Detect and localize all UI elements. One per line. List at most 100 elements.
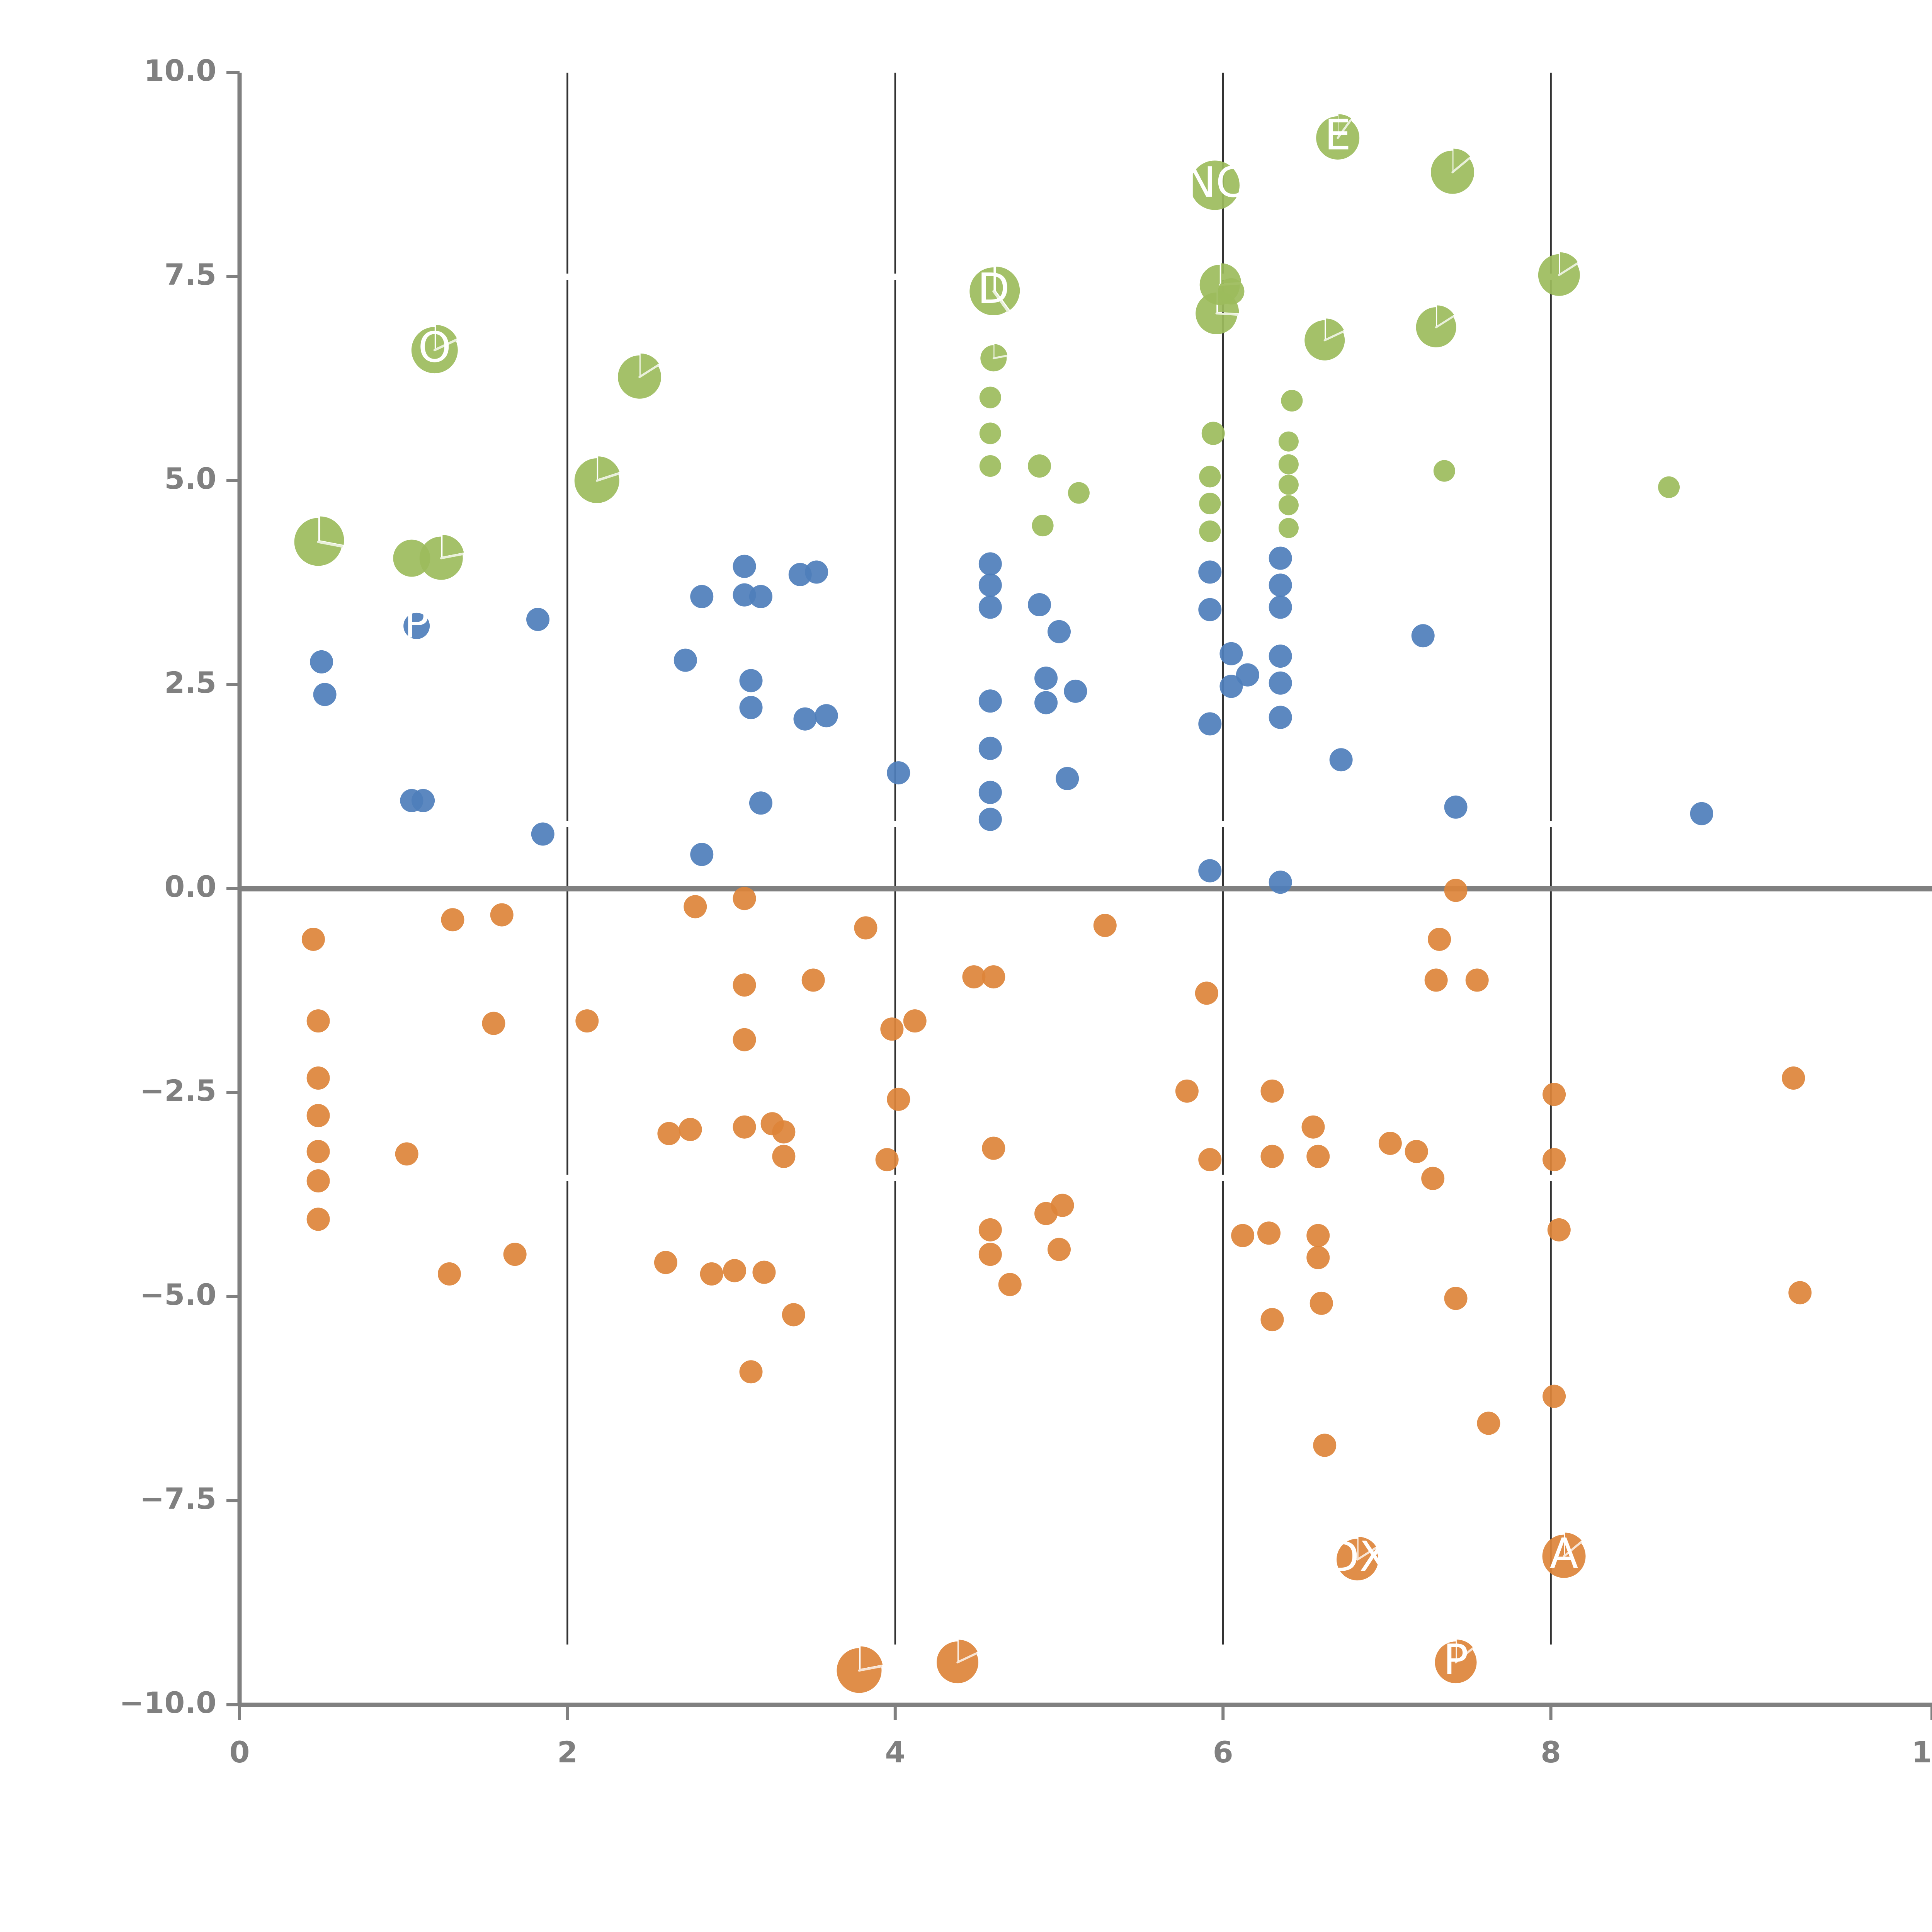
data-point-orange[interactable] (854, 916, 878, 940)
data-point-orange[interactable] (998, 1273, 1022, 1296)
data-point-blue[interactable] (690, 843, 714, 866)
data-point-green[interactable] (1278, 495, 1299, 515)
data-point-orange[interactable] (1048, 1238, 1071, 1261)
data-point-blue[interactable] (978, 781, 1002, 804)
data-point-orange[interactable] (875, 1148, 899, 1172)
data-point-orange[interactable] (1306, 1246, 1330, 1269)
data-point-green[interactable] (1199, 493, 1221, 515)
data-point-green[interactable]: E (1316, 111, 1360, 160)
data-point-orange[interactable] (1424, 968, 1448, 992)
data-point-orange[interactable] (1465, 968, 1489, 992)
data-point-orange[interactable] (772, 1120, 796, 1144)
data-point-orange[interactable] (1260, 1079, 1284, 1103)
data-point-green[interactable] (618, 353, 662, 399)
data-point-orange[interactable]: P (1435, 1636, 1477, 1684)
data-point-green[interactable] (1032, 515, 1054, 537)
data-point-green[interactable] (1658, 476, 1680, 498)
data-point-orange[interactable] (437, 1262, 461, 1286)
data-point-green[interactable]: O (411, 323, 458, 374)
data-point-orange[interactable] (684, 895, 707, 918)
data-point-green[interactable] (1538, 252, 1580, 296)
data-point-blue[interactable] (1269, 871, 1292, 894)
data-point-green[interactable]: D (969, 265, 1020, 316)
data-point-blue[interactable] (733, 554, 756, 578)
data-point-green[interactable] (1278, 454, 1299, 474)
data-point-blue[interactable] (793, 707, 817, 731)
data-point-blue[interactable] (1198, 859, 1222, 883)
data-point-orange[interactable] (301, 927, 325, 951)
data-point-green[interactable] (1199, 520, 1221, 542)
data-point-orange[interactable] (837, 1646, 883, 1693)
data-point-orange[interactable] (1543, 1384, 1566, 1408)
data-point-blue[interactable] (1048, 620, 1071, 643)
data-point-orange[interactable] (503, 1243, 527, 1266)
data-point-green[interactable] (393, 539, 430, 577)
data-point-blue[interactable] (978, 552, 1002, 576)
data-point-blue[interactable] (1329, 748, 1353, 772)
data-point-green[interactable] (1416, 305, 1456, 347)
data-point-orange[interactable] (1198, 1148, 1222, 1172)
data-point-blue[interactable] (1064, 679, 1087, 703)
data-point-orange[interactable] (679, 1118, 702, 1141)
data-point-blue[interactable] (310, 650, 333, 673)
data-point-blue[interactable] (526, 608, 550, 631)
data-point-green[interactable] (1068, 482, 1090, 504)
data-point-blue[interactable] (1236, 663, 1259, 687)
data-point-orange[interactable] (1257, 1221, 1281, 1245)
data-point-orange[interactable] (1093, 914, 1117, 937)
data-point-green[interactable] (574, 456, 620, 503)
data-point-orange[interactable] (575, 1009, 599, 1033)
data-point-green[interactable] (1278, 474, 1299, 495)
data-point-orange[interactable] (1175, 1079, 1199, 1103)
data-point-orange[interactable] (962, 965, 986, 989)
data-point-blue[interactable] (1269, 645, 1292, 668)
data-point-orange[interactable] (1378, 1131, 1402, 1155)
data-point-orange[interactable] (1260, 1308, 1284, 1332)
data-point-orange[interactable] (723, 1259, 747, 1282)
data-point-orange[interactable] (1477, 1412, 1500, 1435)
data-point-green[interactable] (1218, 278, 1245, 305)
data-point-green[interactable] (1304, 318, 1345, 361)
data-point-orange[interactable] (1788, 1281, 1812, 1304)
data-point-blue[interactable] (1690, 802, 1713, 825)
data-point-blue[interactable] (1269, 573, 1292, 597)
data-point-green[interactable] (1199, 466, 1221, 488)
data-point-orange[interactable] (772, 1145, 796, 1168)
data-point-orange[interactable] (1543, 1148, 1566, 1172)
data-point-blue[interactable] (1034, 691, 1058, 714)
data-point-blue[interactable]: P (403, 599, 430, 648)
data-point-blue[interactable] (978, 595, 1002, 619)
data-point-orange[interactable] (1543, 1083, 1566, 1106)
data-point-orange[interactable] (982, 1136, 1005, 1160)
data-point-blue[interactable] (805, 560, 828, 584)
data-point-orange[interactable] (782, 1303, 805, 1327)
data-point-orange[interactable] (657, 1122, 681, 1145)
data-point-orange[interactable] (752, 1260, 776, 1284)
data-point-orange[interactable] (903, 1009, 927, 1033)
data-point-blue[interactable] (978, 808, 1002, 831)
data-point-green[interactable] (979, 422, 1001, 444)
data-point-green[interactable] (979, 386, 1001, 408)
data-point-blue[interactable] (1269, 671, 1292, 695)
data-point-orange[interactable] (1260, 1145, 1284, 1168)
data-point-blue[interactable] (673, 648, 697, 672)
data-point-orange[interactable] (1547, 1218, 1571, 1242)
data-point-blue[interactable] (978, 573, 1002, 597)
data-point-green[interactable] (979, 455, 1001, 477)
data-point-orange[interactable] (1782, 1066, 1805, 1090)
data-point-green[interactable] (980, 344, 1008, 372)
data-point-orange[interactable] (1444, 1287, 1468, 1310)
data-point-orange[interactable] (733, 1115, 756, 1139)
data-point-orange[interactable] (1231, 1224, 1255, 1247)
data-point-blue[interactable] (887, 761, 910, 785)
data-point-blue[interactable] (1411, 624, 1435, 648)
data-point-blue[interactable] (313, 683, 337, 706)
data-point-orange[interactable] (739, 1360, 763, 1384)
data-point-orange[interactable] (306, 1208, 330, 1231)
data-point-orange[interactable] (306, 1066, 330, 1090)
data-point-orange[interactable] (801, 968, 825, 992)
data-point-orange[interactable] (1444, 879, 1468, 902)
data-point-orange[interactable] (1421, 1167, 1445, 1190)
data-point-green[interactable] (1028, 454, 1051, 478)
data-point-orange[interactable] (880, 1017, 904, 1041)
